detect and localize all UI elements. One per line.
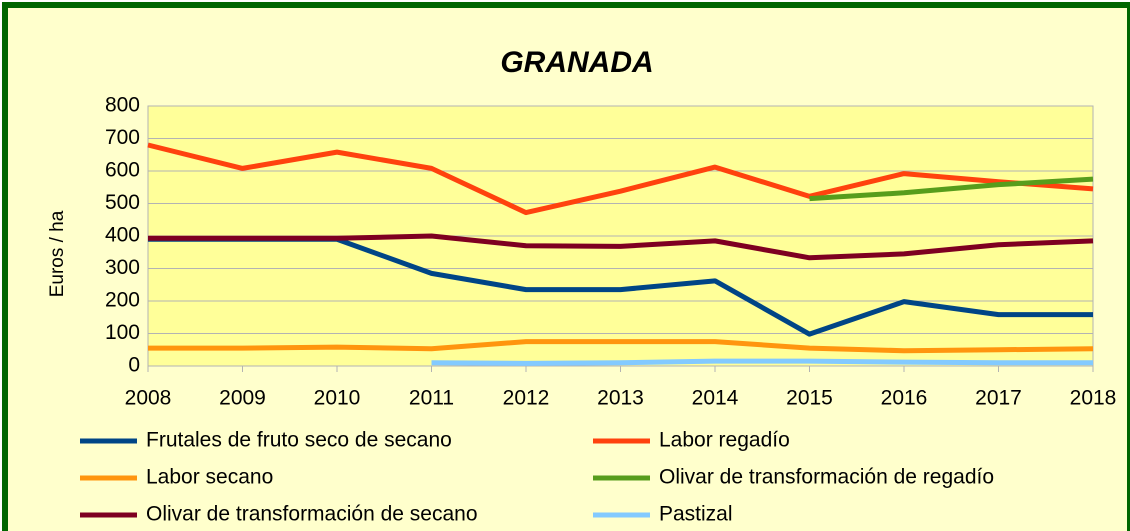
line-series: [148, 339, 1094, 354]
legend-label: Frutales de fruto seco de secano: [146, 429, 452, 452]
y-axis-label: Euros / ha: [47, 210, 68, 297]
line-series: [147, 142, 1094, 216]
x-tick-label: 2014: [692, 387, 739, 410]
y-tick-label: 200: [105, 289, 140, 312]
chart-title: GRANADA: [500, 46, 653, 79]
x-tick-label: 2008: [125, 387, 172, 410]
y-tick-label: 100: [105, 321, 140, 344]
legend-label: Labor regadío: [659, 429, 790, 452]
x-tick-label: 2018: [1070, 387, 1117, 410]
line-series: [809, 176, 1094, 202]
y-tick-label: 0: [128, 354, 140, 377]
x-tick-label: 2012: [503, 387, 550, 410]
legend-label: Olivar de transformación de regadío: [659, 466, 994, 489]
x-tick-label: 2016: [881, 387, 928, 410]
line-series: [148, 233, 1094, 261]
y-tick-label: 400: [105, 224, 140, 247]
x-tick-label: 2015: [786, 387, 833, 410]
x-tick-label: 2010: [314, 387, 361, 410]
y-tick-label: 800: [105, 94, 140, 117]
x-tick-label: 2009: [219, 387, 266, 410]
line-series: [431, 358, 1093, 366]
y-tick-label: 700: [105, 126, 140, 149]
x-tick-label: 2013: [597, 387, 644, 410]
y-tick-label: 300: [105, 256, 140, 279]
x-tick-label: 2017: [975, 387, 1022, 410]
y-tick-label: 500: [105, 191, 140, 214]
y-tick-label: 600: [105, 159, 140, 182]
x-tick-label: 2011: [409, 387, 454, 410]
legend-label: Olivar de transformación de secano: [146, 503, 478, 526]
legend-label: Labor secano: [146, 466, 273, 489]
legend-label: Pastizal: [659, 503, 733, 526]
